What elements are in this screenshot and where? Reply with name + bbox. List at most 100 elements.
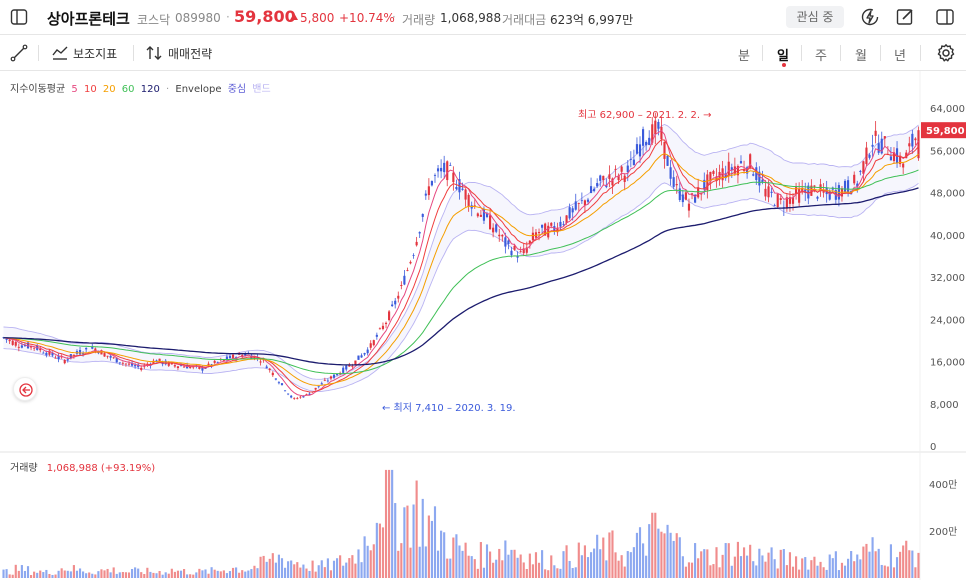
candle-body bbox=[57, 356, 60, 360]
candle-body bbox=[26, 342, 30, 349]
ma60-legend: 60 bbox=[121, 84, 135, 95]
price-tick-label: 32,000 bbox=[930, 273, 965, 284]
volume-bar bbox=[614, 552, 617, 578]
volume-bar bbox=[26, 566, 30, 578]
candle-body bbox=[654, 120, 657, 135]
volume-bar bbox=[348, 558, 351, 578]
indicator-button[interactable]: 보조지표 bbox=[73, 47, 118, 61]
candle-body bbox=[388, 311, 391, 321]
candle-body bbox=[152, 360, 155, 364]
volume-bar bbox=[917, 552, 920, 578]
candle-body bbox=[335, 373, 339, 376]
candle-body bbox=[504, 237, 507, 247]
candle-body bbox=[687, 203, 691, 211]
volume-bar bbox=[293, 564, 296, 578]
active-period-indicator bbox=[782, 63, 786, 67]
candle-body bbox=[464, 189, 467, 200]
volume-bar bbox=[415, 480, 418, 578]
period-year-tab[interactable]: 년 bbox=[894, 49, 906, 64]
candle-body bbox=[513, 245, 516, 250]
edit-icon[interactable] bbox=[895, 7, 915, 27]
volume-bar bbox=[840, 562, 844, 578]
candle-body bbox=[8, 339, 11, 342]
volume-tick-label: 400만 bbox=[929, 479, 957, 491]
candle-body bbox=[761, 179, 764, 182]
candle-body bbox=[657, 121, 660, 129]
volume-bar bbox=[384, 469, 388, 578]
volume-bar bbox=[167, 573, 170, 578]
period-day-tab[interactable]: 일 bbox=[777, 49, 789, 64]
candle-body bbox=[222, 359, 225, 361]
volume-bar bbox=[892, 567, 896, 578]
candle-body bbox=[626, 165, 629, 173]
price-chart[interactable]: 64,000 56,000 48,000 40,000 32,000 24,000 16,0… bbox=[0, 71, 966, 580]
stock-name: 상아프론테크 bbox=[47, 10, 130, 28]
candle-body bbox=[290, 395, 293, 398]
candle-body bbox=[354, 360, 357, 365]
candle-body bbox=[189, 366, 192, 369]
volume-bar bbox=[801, 558, 804, 578]
volume-bar bbox=[721, 554, 724, 578]
volume-legend-value: 1,068,988 (+93.19%) bbox=[46, 463, 156, 474]
volume-bar bbox=[605, 560, 608, 578]
layout-panel-icon[interactable] bbox=[935, 7, 955, 27]
volume-bar bbox=[189, 574, 192, 578]
volume-bar bbox=[687, 562, 691, 578]
lightning-icon[interactable] bbox=[860, 7, 880, 27]
candle-body bbox=[296, 398, 299, 400]
candle-body bbox=[66, 359, 69, 361]
volume-bar bbox=[360, 562, 363, 578]
draw-line-icon[interactable] bbox=[10, 44, 28, 62]
volume-bar bbox=[706, 549, 709, 578]
volume-bar bbox=[60, 568, 63, 578]
period-week-tab[interactable]: 주 bbox=[815, 49, 827, 64]
volume-bar bbox=[179, 570, 183, 578]
period-minute-tab[interactable]: 분 bbox=[738, 49, 750, 64]
candle-body bbox=[134, 365, 137, 367]
watchlist-button[interactable]: 관심 중 bbox=[786, 6, 844, 28]
volume-bar bbox=[531, 564, 534, 578]
volume-bar bbox=[433, 506, 437, 578]
candle-body bbox=[378, 328, 381, 330]
volume-bar bbox=[256, 568, 259, 578]
volume-bar bbox=[899, 551, 902, 578]
volume-bar bbox=[755, 565, 758, 578]
volume-bar bbox=[106, 568, 109, 578]
volume-bar bbox=[225, 573, 228, 578]
candle-body bbox=[583, 200, 587, 206]
volume-bar bbox=[553, 565, 556, 578]
period-month-tab[interactable]: 월 bbox=[855, 49, 867, 64]
strategy-button[interactable]: 매매전략 bbox=[168, 47, 213, 61]
envelope-center-legend: 중심 bbox=[227, 84, 247, 95]
sidebar-toggle-icon[interactable] bbox=[10, 8, 28, 26]
candle-body bbox=[629, 159, 632, 160]
volume-bar bbox=[75, 570, 79, 578]
volume-bar bbox=[369, 550, 372, 578]
volume-bar bbox=[427, 515, 430, 578]
separator-dot: · bbox=[226, 10, 230, 24]
price-tick-label: 64,000 bbox=[930, 104, 965, 115]
volume-bar bbox=[244, 571, 247, 578]
scroll-back-button[interactable] bbox=[13, 377, 37, 401]
candle-body bbox=[400, 285, 403, 286]
volume-bar bbox=[739, 556, 743, 578]
volume-bar bbox=[216, 570, 219, 578]
volume-bar bbox=[406, 505, 409, 578]
candle-body bbox=[293, 397, 296, 399]
settings-gear-icon[interactable] bbox=[936, 43, 956, 63]
candle-body bbox=[880, 138, 883, 154]
chart-toolbar: 보조지표 매매전략 분 일 주 월 년 bbox=[0, 35, 966, 71]
volume-bar bbox=[69, 571, 72, 578]
volume-bar bbox=[152, 572, 155, 578]
volume-bar bbox=[654, 512, 657, 578]
candle-body bbox=[648, 137, 651, 145]
volume-bar bbox=[271, 553, 274, 578]
candle-body bbox=[801, 187, 804, 193]
volume-bar bbox=[201, 570, 204, 578]
volume-bar bbox=[660, 531, 663, 578]
volume-bar bbox=[537, 562, 541, 578]
candle-body bbox=[357, 355, 360, 360]
volume-bar bbox=[611, 530, 614, 578]
candle-body bbox=[228, 355, 232, 359]
candle-body bbox=[813, 185, 816, 187]
